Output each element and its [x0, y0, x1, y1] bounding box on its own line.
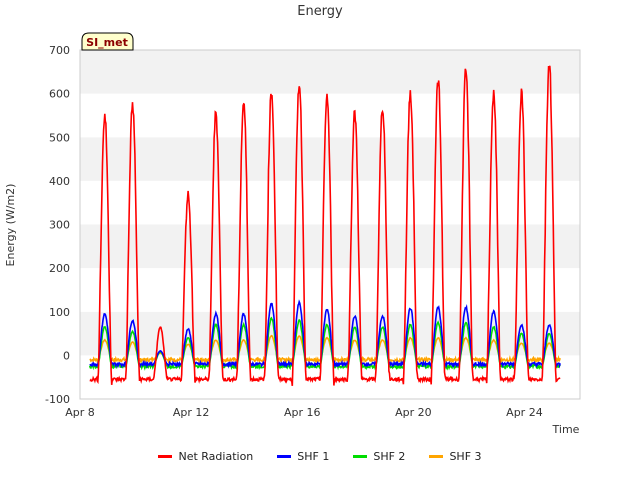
site-badge-shape [81, 32, 134, 51]
legend-item: SHF 2 [353, 450, 405, 463]
y-tick-label: 400 [49, 175, 70, 188]
grid-band [80, 268, 580, 312]
y-axis-ticks: -100 0 100 200 300 400 500 600 700 [45, 44, 70, 406]
legend-swatch [353, 455, 368, 458]
series-line-shf-3 [89, 334, 561, 365]
y-tick-label: 100 [49, 306, 70, 319]
grid-band [80, 224, 580, 269]
site-badge-label: SI_met [86, 36, 128, 49]
site-badge: SI_met [81, 32, 134, 51]
chart-title: Energy [297, 4, 343, 19]
x-tick-label: Apr 12 [173, 406, 210, 419]
legend-item: SHF 1 [277, 450, 329, 463]
y-tick-label: -100 [45, 393, 70, 406]
series-line-shf-1 [89, 299, 561, 369]
x-axis-ticks: Apr 8 Apr 12 Apr 16 Apr 20 Apr 24 [65, 406, 542, 419]
grid-band [80, 50, 580, 94]
y-tick-label: 200 [49, 262, 70, 275]
series-lines [88, 65, 561, 386]
legend-item: SHF 3 [429, 450, 482, 463]
legend-label: SHF 3 [449, 450, 482, 463]
series-line-net-radiation [89, 65, 561, 386]
y-tick-label: 700 [49, 44, 70, 57]
y-tick-label: 300 [49, 219, 70, 232]
grid-band [80, 93, 580, 138]
grid-band [80, 355, 580, 399]
plot-frame [79, 49, 581, 400]
y-tick-label: 0 [63, 349, 70, 362]
legend-swatch [429, 455, 444, 458]
y-tick-label: 500 [49, 131, 70, 144]
x-tick-label: Apr 8 [65, 406, 95, 419]
x-tick-label: Apr 20 [395, 406, 432, 419]
x-tick-label: Apr 24 [506, 406, 543, 419]
x-tick-label: Apr 16 [284, 406, 321, 419]
y-tick-label: 600 [49, 88, 70, 101]
legend-label: SHF 1 [297, 450, 330, 463]
legend-label: SHF 2 [373, 450, 406, 463]
legend-item: Net Radiation [158, 450, 253, 463]
legend-label: Net Radiation [178, 450, 254, 463]
x-axis-label: Time [552, 423, 580, 436]
chart-legend: Net Radiation SHF 1 SHF 2 SHF 3 [0, 450, 640, 463]
y-axis-label: Energy (W/m2) [4, 184, 17, 267]
legend-swatch [277, 455, 292, 458]
legend-swatch [158, 455, 173, 458]
